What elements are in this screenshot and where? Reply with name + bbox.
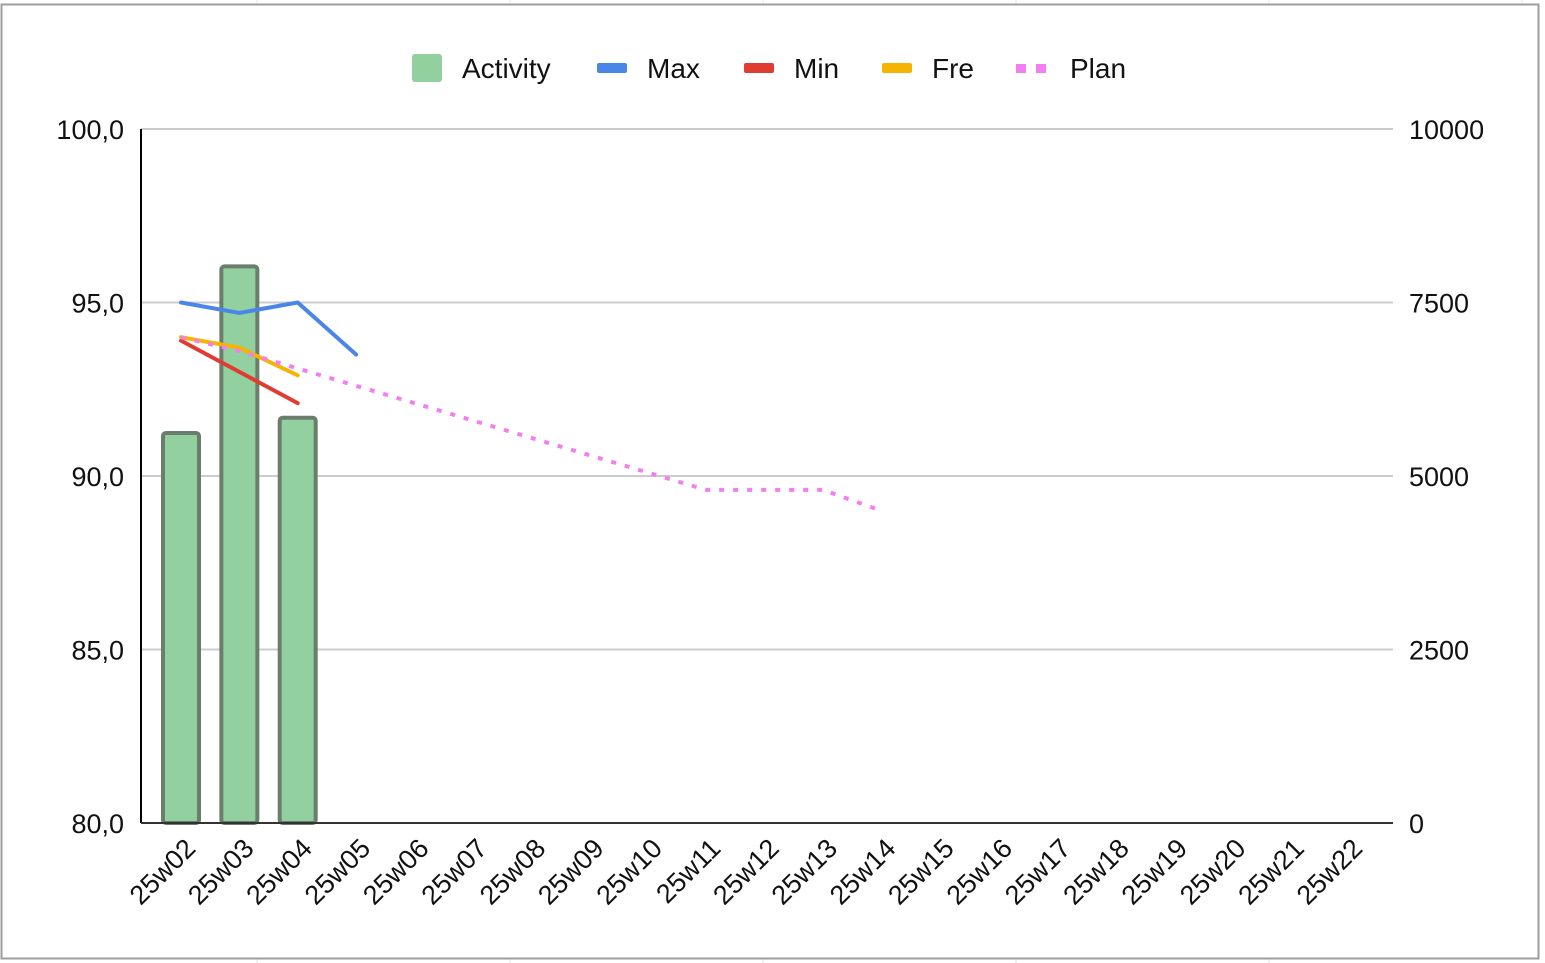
axes <box>140 129 1393 824</box>
series-line-min <box>179 338 300 406</box>
legend-swatch-min <box>744 63 774 73</box>
right-tick-label: 2500 <box>1409 636 1469 666</box>
right-tick-label: 7500 <box>1409 289 1469 319</box>
right-tick-label: 0 <box>1409 809 1424 839</box>
series-line-plan <box>180 335 882 513</box>
gridlines <box>141 128 1393 651</box>
legend-label-fre: Fre <box>932 53 974 84</box>
left-tick-label: 85,0 <box>71 636 124 666</box>
right-axis-ticks: 0 2500 5000 7500 10000 <box>1409 115 1484 839</box>
legend-label-min: Min <box>794 53 839 84</box>
bar-series <box>161 264 318 825</box>
legend-swatch-fre <box>882 63 912 73</box>
legend: Activity Max Min Fre Plan <box>412 53 1126 84</box>
legend-label-max: Max <box>647 53 700 84</box>
left-tick-label: 90,0 <box>71 462 124 492</box>
legend-swatch-plan <box>1016 64 1026 73</box>
legend-swatch-activity <box>412 54 442 82</box>
legend-swatch-plan <box>1036 64 1046 73</box>
left-axis-ticks: 80,0 85,0 90,0 95,0 100,0 <box>56 115 124 839</box>
legend-swatch-max <box>597 63 627 73</box>
right-tick-label: 5000 <box>1409 462 1469 492</box>
bar-activity <box>161 430 201 825</box>
bar-activity <box>277 415 318 825</box>
left-tick-label: 95,0 <box>71 289 124 319</box>
series-line-fre <box>179 335 300 378</box>
right-tick-label: 10000 <box>1409 115 1484 145</box>
left-tick-label: 80,0 <box>71 809 124 839</box>
legend-label-plan: Plan <box>1070 53 1126 84</box>
line-series <box>179 300 882 513</box>
series-line-max <box>179 300 359 357</box>
left-tick-label: 100,0 <box>56 115 124 145</box>
legend-label-activity: Activity <box>462 53 551 84</box>
